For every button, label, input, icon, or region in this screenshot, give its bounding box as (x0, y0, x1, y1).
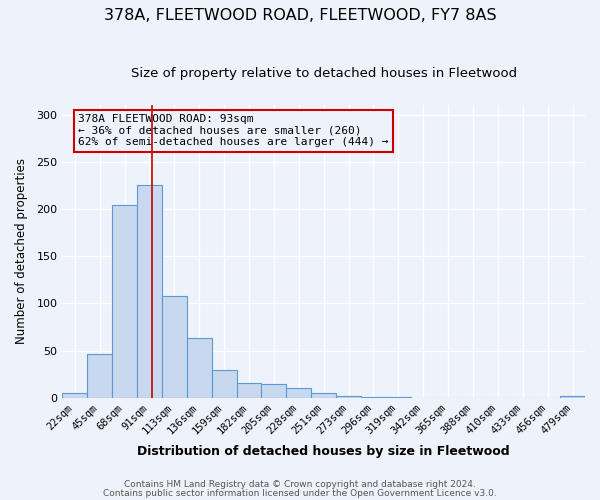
Bar (560, 396, 585, 398)
Bar (336, 396, 361, 398)
Bar (62, 393, 87, 398)
Bar (361, 397, 386, 398)
Bar (386, 397, 411, 398)
Y-axis label: Number of detached properties: Number of detached properties (15, 158, 28, 344)
Bar (311, 393, 336, 398)
Text: Contains public sector information licensed under the Open Government Licence v3: Contains public sector information licen… (103, 488, 497, 498)
Bar (236, 382, 262, 398)
Bar (87, 354, 112, 398)
Bar (162, 296, 187, 398)
Text: 378A, FLEETWOOD ROAD, FLEETWOOD, FY7 8AS: 378A, FLEETWOOD ROAD, FLEETWOOD, FY7 8AS (104, 8, 496, 22)
Text: Contains HM Land Registry data © Crown copyright and database right 2024.: Contains HM Land Registry data © Crown c… (124, 480, 476, 489)
Bar (212, 370, 236, 398)
Bar (286, 388, 311, 398)
Text: 378A FLEETWOOD ROAD: 93sqm
← 36% of detached houses are smaller (260)
62% of sem: 378A FLEETWOOD ROAD: 93sqm ← 36% of deta… (78, 114, 388, 148)
Title: Size of property relative to detached houses in Fleetwood: Size of property relative to detached ho… (131, 68, 517, 80)
Bar (187, 338, 212, 398)
Bar (137, 184, 162, 398)
Bar (112, 206, 137, 398)
Bar (262, 384, 286, 398)
X-axis label: Distribution of detached houses by size in Fleetwood: Distribution of detached houses by size … (137, 444, 510, 458)
